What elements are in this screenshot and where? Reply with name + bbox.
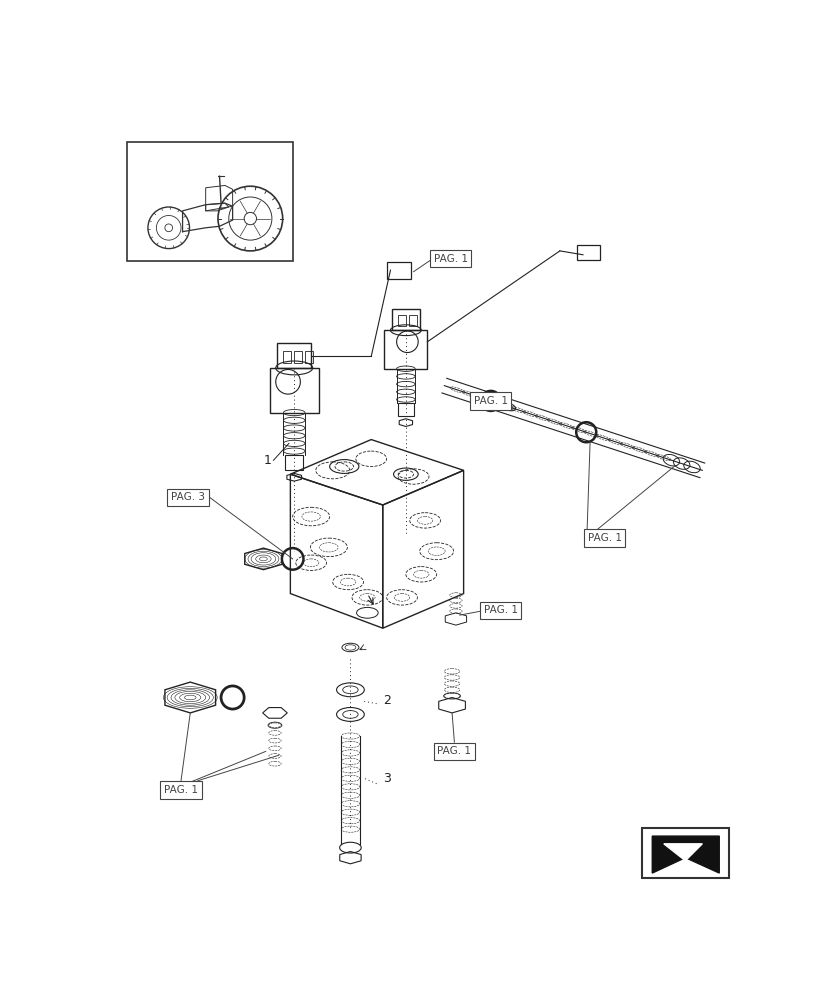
Text: 3: 3 — [382, 772, 390, 785]
Bar — [127, 142, 292, 261]
Text: 2: 2 — [382, 694, 390, 707]
Text: 1: 1 — [263, 454, 271, 467]
Text: PAG. 3: PAG. 3 — [170, 492, 205, 502]
Bar — [283, 351, 291, 363]
Bar — [642, 828, 728, 878]
Text: PAG. 1: PAG. 1 — [587, 533, 621, 543]
Bar — [398, 315, 405, 326]
Polygon shape — [652, 836, 719, 873]
Bar — [304, 351, 313, 363]
Text: PAG. 1: PAG. 1 — [483, 605, 517, 615]
Text: PAG. 1: PAG. 1 — [164, 785, 198, 795]
Bar — [409, 315, 416, 326]
Polygon shape — [663, 844, 701, 861]
Text: PAG. 1: PAG. 1 — [437, 746, 471, 756]
Text: PAG. 1: PAG. 1 — [433, 254, 467, 264]
Text: PAG. 1: PAG. 1 — [473, 396, 507, 406]
Bar — [294, 351, 302, 363]
